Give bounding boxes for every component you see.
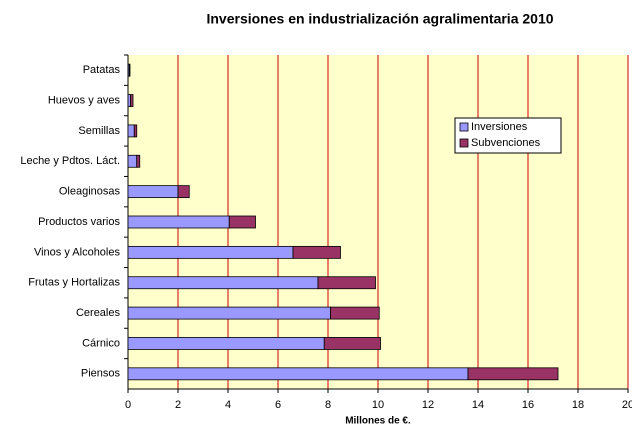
x-tick-label: 8: [325, 399, 331, 411]
y-tick-label: Oleaginosas: [59, 186, 121, 198]
bar-segment: [292, 245, 341, 259]
bar-segment: [467, 367, 559, 381]
y-tick-label: Vinos y Alcoholes: [34, 246, 121, 258]
x-tick-label: 18: [572, 399, 584, 411]
x-tick-label: 2: [175, 399, 181, 411]
bar-segment: [317, 276, 376, 290]
bar-segment: [127, 276, 319, 290]
bar-segment: [323, 337, 381, 350]
y-tick-label: Semillas: [78, 125, 120, 137]
legend-label: Subvenciones: [471, 137, 541, 149]
y-tick-label: Piensos: [81, 368, 121, 380]
x-tick-label: 10: [372, 399, 384, 411]
y-tick-label: Frutas y Hortalizas: [28, 277, 120, 289]
bar-segment: [128, 63, 131, 77]
y-tick-label: Leche y Pdtos. Láct.: [20, 155, 120, 167]
legend-label: Inversiones: [471, 121, 528, 133]
bar-segment: [127, 337, 325, 350]
bar-segment: [127, 185, 179, 199]
x-tick-label: 0: [125, 399, 131, 411]
bar-segment: [136, 154, 141, 168]
bar-segment: [127, 306, 331, 320]
bar-segment: [127, 124, 135, 138]
legend-box: [454, 117, 562, 154]
chart-title: Inversiones en industrialización agralim…: [206, 11, 553, 27]
x-axis-label: Millones de €.: [345, 416, 411, 427]
y-tick-label: Cárnico: [82, 337, 120, 349]
x-tick-label: 16: [522, 399, 534, 411]
legend-swatch: [459, 122, 469, 132]
y-tick-label: Patatas: [83, 64, 121, 76]
x-tick-label: 6: [275, 399, 281, 411]
bar-segment: [130, 94, 134, 107]
bar-segment: [127, 367, 469, 381]
y-tick-label: Productos varios: [38, 216, 120, 228]
x-tick-label: 20: [622, 399, 632, 411]
bar-segment: [177, 185, 190, 199]
y-tick-label: Huevos y aves: [48, 94, 121, 106]
bar-segment: [127, 215, 230, 229]
x-tick-label: 14: [472, 399, 484, 411]
bar-segment: [133, 124, 138, 138]
bar-segment: [127, 245, 294, 259]
x-tick-label: 4: [225, 399, 231, 411]
bar-segment: [330, 306, 380, 320]
bar-segment: [127, 154, 138, 168]
y-tick-label: Cereales: [76, 307, 121, 319]
legend-swatch: [459, 138, 469, 148]
x-tick-label: 12: [422, 399, 434, 411]
bar-segment: [228, 215, 256, 229]
